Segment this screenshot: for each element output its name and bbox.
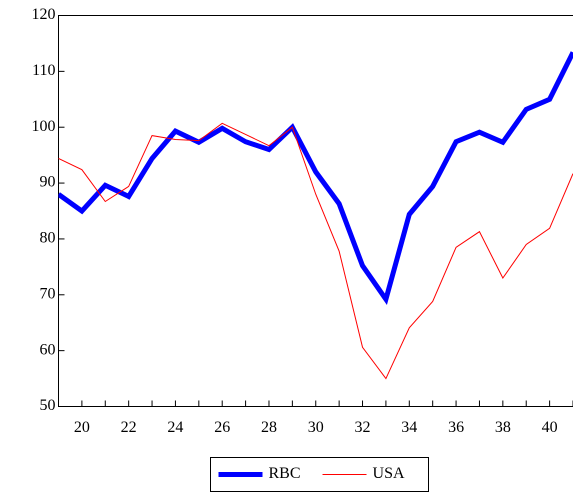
x-tick-label: 40	[542, 419, 558, 436]
x-tick-label: 34	[401, 419, 417, 436]
y-tick-label: 100	[32, 118, 56, 135]
y-tick-label: 60	[40, 341, 56, 358]
x-tick-label: 32	[355, 419, 371, 436]
x-tick-label: 28	[261, 419, 277, 436]
x-tick-label: 36	[448, 419, 464, 436]
x-tick-label: 26	[214, 419, 230, 436]
legend-label: RBC	[269, 465, 301, 482]
y-tick-label: 70	[40, 285, 56, 302]
plot-frame	[58, 15, 573, 407]
x-tick-label: 20	[74, 419, 90, 436]
y-tick-label: 90	[40, 174, 56, 191]
y-tick-label: 50	[40, 397, 56, 414]
x-tick-label: 38	[495, 419, 511, 436]
series-line	[58, 51, 573, 306]
series-line	[58, 122, 573, 380]
x-tick-label: 22	[121, 419, 137, 436]
y-tick-label: 80	[40, 230, 56, 247]
legend-label: USA	[373, 465, 405, 482]
legend-box	[210, 457, 429, 492]
y-tick-label: 120	[32, 6, 56, 23]
x-tick-label: 30	[308, 419, 324, 436]
y-tick-label: 110	[32, 62, 55, 79]
x-tick-label: 24	[167, 419, 183, 436]
